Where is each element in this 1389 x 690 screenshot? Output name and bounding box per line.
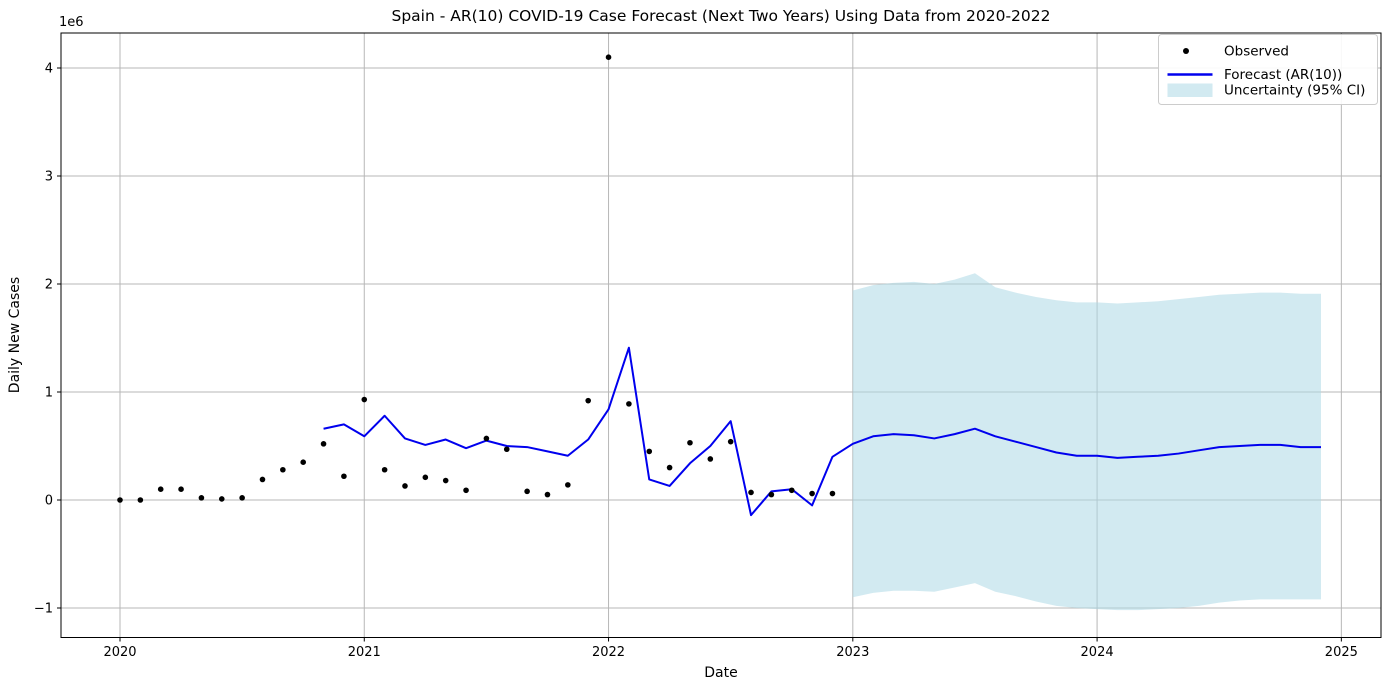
observed-point — [117, 497, 123, 503]
legend-patch-uncertainty-icon — [1167, 83, 1213, 97]
observed-point — [157, 486, 164, 493]
y-tick-label: 4 — [45, 62, 53, 77]
observed-point — [666, 464, 673, 471]
observed-point — [483, 435, 490, 442]
observed-point — [402, 483, 408, 489]
x-tick-label: 2025 — [1325, 645, 1358, 660]
forecast-line — [323, 346, 1321, 517]
observed-point — [422, 474, 429, 481]
x-tick-label: 2022 — [592, 645, 625, 660]
observed-point — [829, 490, 836, 497]
legend-label-uncertainty: Uncertainty (95% CI) — [1224, 83, 1365, 99]
uncertainty-band-area — [852, 273, 1321, 611]
axis-ticks — [57, 67, 1342, 642]
observed-point — [463, 487, 469, 494]
observed-point — [320, 441, 327, 447]
legend-box — [1158, 34, 1378, 105]
observed-point — [707, 456, 714, 462]
observed-point — [239, 495, 245, 501]
x-tick-label: 2024 — [1081, 645, 1114, 660]
legend-label-forecast: Forecast (AR(10)) — [1224, 67, 1342, 83]
observed-point — [788, 487, 795, 494]
observed-point — [442, 477, 449, 484]
observed-point — [503, 446, 510, 453]
observed-point — [524, 488, 530, 495]
observed-point — [687, 439, 693, 446]
observed-point — [809, 490, 815, 497]
y-axis-label: Daily New Cases — [7, 277, 23, 393]
x-tick-label: 2023 — [836, 645, 869, 660]
x-tick-label: 2021 — [348, 645, 381, 660]
y-tick-label: 2 — [45, 278, 53, 293]
observed-point — [300, 459, 307, 466]
observed-point — [198, 495, 205, 501]
observed-point — [585, 397, 591, 404]
chart-title: Spain - AR(10) COVID-19 Case Forecast (N… — [391, 7, 1050, 25]
observed-point — [259, 476, 266, 483]
observed-point — [565, 482, 571, 488]
observed-point — [748, 489, 754, 496]
observed-point — [768, 491, 775, 498]
observed-point — [341, 473, 347, 480]
observed-point — [544, 491, 551, 498]
y-tick-labels: −1 0 1 2 3 4 — [34, 62, 53, 617]
observed-point — [178, 486, 184, 493]
observed-point — [137, 497, 144, 503]
x-tick-labels: 2020 2021 2022 2023 2024 2025 — [103, 645, 1357, 660]
legend-marker-observed-icon — [1183, 48, 1189, 54]
observed-point — [361, 396, 368, 403]
observed-points — [117, 54, 836, 503]
x-axis-label: Date — [704, 665, 737, 681]
observed-point — [646, 448, 653, 455]
observed-point — [280, 466, 286, 473]
observed-point — [218, 496, 225, 502]
forecast-line-path — [323, 346, 1321, 517]
observed-point — [626, 401, 632, 407]
observed-point — [605, 54, 612, 60]
y-tick-label: 3 — [45, 170, 53, 185]
legend: Observed Forecast (AR(10)) Uncertainty (… — [1158, 34, 1378, 105]
x-tick-label: 2020 — [103, 645, 136, 660]
plot-border — [60, 32, 1382, 638]
legend-label-observed: Observed — [1224, 44, 1289, 60]
y-tick-label: 0 — [45, 494, 53, 509]
y-offset-label: 1e6 — [59, 15, 84, 30]
observed-point — [727, 438, 734, 445]
observed-point — [381, 466, 388, 473]
uncertainty-band — [852, 273, 1321, 611]
y-tick-label: 1 — [45, 386, 53, 401]
y-tick-label: −1 — [34, 602, 53, 617]
